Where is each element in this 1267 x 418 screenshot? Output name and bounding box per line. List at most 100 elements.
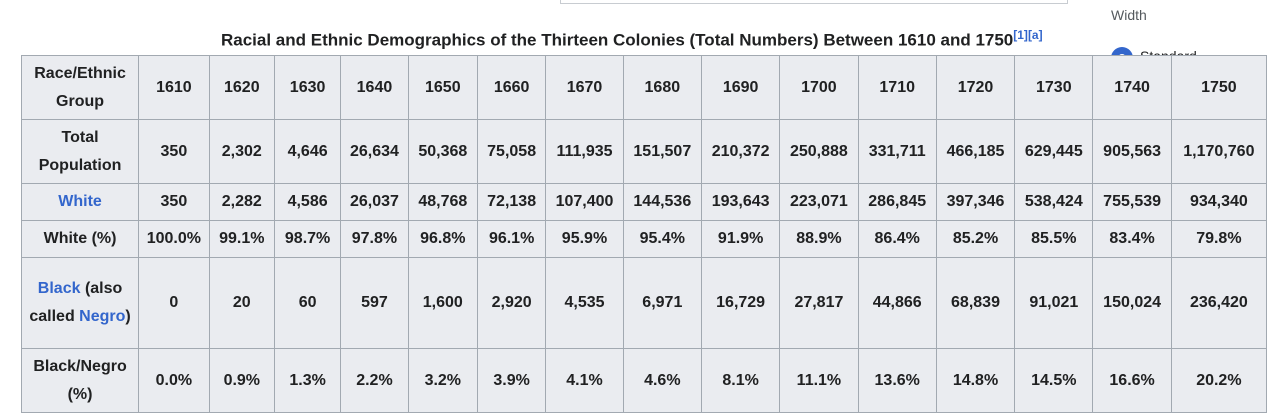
row-label: White (%)	[21, 220, 140, 258]
table-cell: 350	[138, 183, 210, 221]
table-cell: 905,563	[1092, 119, 1172, 184]
table-cell: 85.5%	[1014, 220, 1094, 258]
row-label-text: )	[125, 308, 131, 325]
table-cell: 72,138	[476, 183, 547, 221]
table-cell: 13.6%	[857, 348, 937, 413]
table-cell: 144,536	[622, 183, 702, 221]
table-cell: 4,646	[273, 119, 342, 184]
table-cell: 27,817	[779, 257, 859, 349]
table-cell: 236,420	[1170, 257, 1267, 349]
table-cell: 597	[340, 257, 409, 349]
table-cell: 934,340	[1170, 183, 1267, 221]
year-header: 1740	[1092, 55, 1172, 120]
table-cell: 0.0%	[138, 348, 210, 413]
table-cell: 16,729	[700, 257, 781, 349]
table-cell: 1,600	[407, 257, 478, 349]
width-standard-label[interactable]: Standard	[1140, 48, 1197, 56]
demographics-table: Race/Ethnic Group 1610 1620 1630 1640 16…	[21, 55, 1267, 413]
year-header: 1700	[779, 55, 859, 120]
year-header: 1660	[476, 55, 547, 120]
table-cell: 2,302	[208, 119, 275, 184]
table-cell: 150,024	[1092, 257, 1172, 349]
table-cell: 4,586	[273, 183, 342, 221]
row-label: Black/Negro (%)	[21, 348, 140, 413]
table-cell: 151,507	[622, 119, 702, 184]
table-cell: 26,037	[340, 183, 409, 221]
year-header: 1630	[273, 55, 342, 120]
table-cell: 193,643	[700, 183, 781, 221]
year-header: 1620	[208, 55, 275, 120]
width-setting-label: Width	[1111, 7, 1147, 23]
year-header: 1670	[545, 55, 624, 120]
row-label: Total Population	[21, 119, 140, 184]
header-row: Race/Ethnic Group 1610 1620 1630 1640 16…	[21, 55, 1267, 120]
table-cell: 331,711	[857, 119, 937, 184]
table-cell: 350	[138, 119, 210, 184]
year-header: 1690	[700, 55, 781, 120]
caption-title: Racial and Ethnic Demographics of the Th…	[221, 30, 1014, 50]
year-header: 1720	[935, 55, 1016, 120]
table-cell: 83.4%	[1092, 220, 1172, 258]
table-cell: 107,400	[545, 183, 624, 221]
year-header: 1680	[622, 55, 702, 120]
table-cell: 75,058	[476, 119, 547, 184]
table-cell: 85.2%	[935, 220, 1016, 258]
year-header: 1710	[857, 55, 937, 120]
row-label: White	[21, 183, 140, 221]
table-cell: 538,424	[1014, 183, 1094, 221]
year-header: 1650	[407, 55, 478, 120]
table-cell: 97.8%	[340, 220, 409, 258]
table-cell: 629,445	[1014, 119, 1094, 184]
table-cell: 20	[208, 257, 275, 349]
table-cell: 0	[138, 257, 210, 349]
table-cell: 86.4%	[857, 220, 937, 258]
table-cell: 755,539	[1092, 183, 1172, 221]
table-cell: 91,021	[1014, 257, 1094, 349]
table-cell: 4.1%	[545, 348, 624, 413]
reference-link-1[interactable]: [1]	[1013, 28, 1028, 42]
white-row: White 350 2,282 4,586 26,037 48,768 72,1…	[21, 183, 1267, 221]
table-cell: 95.9%	[545, 220, 624, 258]
table-cell: 50,368	[407, 119, 478, 184]
table-cell: 2,920	[476, 257, 547, 349]
table-cell: 98.7%	[273, 220, 342, 258]
table-cell: 1,170,760	[1170, 119, 1267, 184]
table-cell: 79.8%	[1170, 220, 1267, 258]
table-cell: 20.2%	[1170, 348, 1267, 413]
table-cell: 2,282	[208, 183, 275, 221]
reference-link-a[interactable]: [a]	[1027, 28, 1043, 42]
negro-link[interactable]: Negro	[79, 308, 126, 325]
table-cell: 14.5%	[1014, 348, 1094, 413]
black-link[interactable]: Black	[37, 280, 81, 297]
table-cell: 2.2%	[340, 348, 409, 413]
table-cell: 210,372	[700, 119, 781, 184]
table-cell: 286,845	[857, 183, 937, 221]
year-header: 1610	[138, 55, 210, 120]
table-cell: 14.8%	[935, 348, 1016, 413]
table-cell: 68,839	[935, 257, 1016, 349]
table-cell: 250,888	[779, 119, 859, 184]
table-cell: 91.9%	[700, 220, 781, 258]
table-cell: 99.1%	[208, 220, 275, 258]
table-cell: 8.1%	[700, 348, 781, 413]
table-cell: 44,866	[857, 257, 937, 349]
corner-header: Race/Ethnic Group	[21, 55, 140, 120]
table-cell: 3.9%	[476, 348, 547, 413]
table-cell: 466,185	[935, 119, 1016, 184]
table-cell: 96.1%	[476, 220, 547, 258]
table-cell: 3.2%	[407, 348, 478, 413]
row-label-text: (also called	[29, 280, 123, 325]
table-cell: 88.9%	[779, 220, 859, 258]
year-header: 1640	[340, 55, 409, 120]
table-cell: 397,346	[935, 183, 1016, 221]
table-cell: 95.4%	[622, 220, 702, 258]
table-cell: 111,935	[545, 119, 624, 184]
white-link[interactable]: White	[58, 193, 102, 210]
table-cell: 26,634	[340, 119, 409, 184]
table-cell: 4,535	[545, 257, 624, 349]
table-caption: Racial and Ethnic Demographics of the Th…	[221, 28, 1081, 51]
table-cell: 4.6%	[622, 348, 702, 413]
table-cell: 6,971	[622, 257, 702, 349]
table-viewport: Race/Ethnic Group 1610 1620 1630 1640 16…	[21, 55, 1267, 418]
black-percent-row: Black/Negro (%) 0.0% 0.9% 1.3% 2.2% 3.2%…	[21, 348, 1267, 413]
